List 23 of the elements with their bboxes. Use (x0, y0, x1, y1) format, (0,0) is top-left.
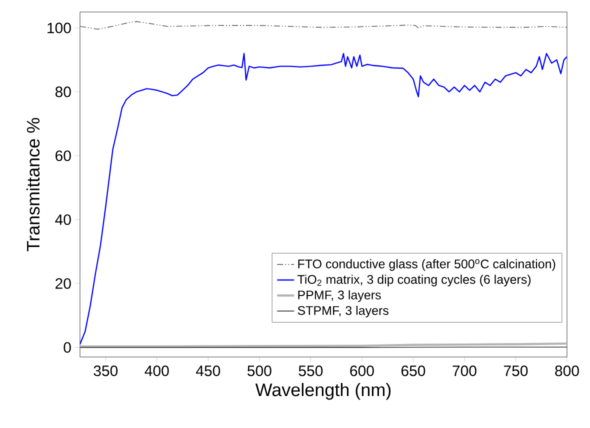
y-tick-label: 20 (56, 278, 71, 289)
x-tick-label: 600 (350, 366, 374, 376)
x-tick-label: 800 (555, 366, 579, 376)
x-tick-label: 500 (248, 366, 272, 376)
x-tick-label: 400 (144, 366, 169, 376)
y-tick-label: 60 (56, 150, 71, 162)
legend-label: PPMF, 3 layers (298, 290, 381, 302)
y-axis-title: Transmittance % (26, 118, 40, 252)
line-series (80, 52, 568, 345)
y-tick-label: 40 (55, 214, 71, 225)
x-tick-label: 700 (452, 366, 476, 376)
y-tick-label: 80 (55, 86, 71, 98)
x-tick-label: 550 (298, 366, 323, 376)
x-tick-label: 650 (401, 366, 426, 376)
y-tick-label: 100 (48, 22, 71, 34)
x-tick-label: 350 (94, 366, 118, 376)
x-tick-label: 450 (196, 366, 220, 376)
legend-label: STPMF, 3 layers (298, 306, 388, 318)
x-tick-label: 750 (504, 366, 528, 376)
x-axis-title: Wavelength (nm) (255, 382, 391, 400)
y-tick-label: 0 (64, 342, 71, 353)
legend-label: TiO$_{2}$ matrix, 3 dip coating cycles (6 layers) (298, 274, 531, 286)
legend-label: FTO conductive glass (after 500$^{o}$C calcination) (298, 259, 556, 271)
